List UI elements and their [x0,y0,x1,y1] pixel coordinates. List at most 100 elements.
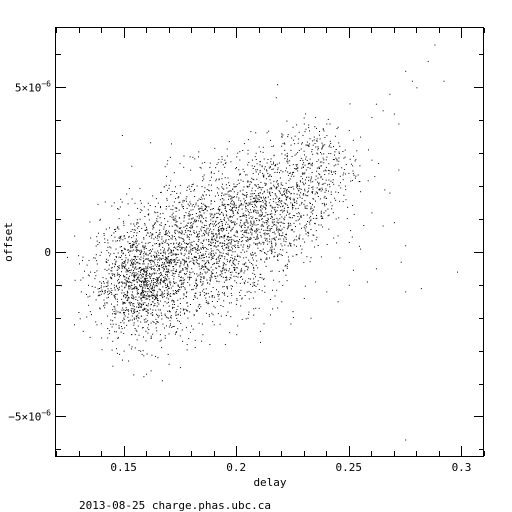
data-point [144,245,146,247]
data-point [173,281,175,283]
data-point [179,242,181,244]
data-point [114,264,116,266]
data-point [176,293,178,294]
data-point [153,227,155,229]
data-point [190,227,192,229]
data-point [156,283,158,284]
data-point [160,206,161,207]
data-point [128,282,130,283]
data-point [225,210,227,212]
data-point [281,200,283,202]
data-point [183,215,185,217]
data-point [178,289,179,291]
data-point [286,120,288,122]
data-point [252,198,254,199]
data-point [130,250,131,252]
data-point [188,237,190,239]
data-point [257,184,259,186]
data-point [240,225,242,227]
data-point [123,322,125,324]
data-point [146,373,148,375]
data-point [338,160,340,162]
data-point [228,232,230,234]
data-point [290,175,292,177]
data-point [168,293,170,295]
data-point [88,304,90,306]
data-point [107,294,109,295]
data-point [165,232,166,234]
data-point [251,190,253,192]
data-point [288,261,290,263]
data-point [224,277,226,278]
data-point [125,284,127,286]
data-point [118,325,120,327]
data-point [288,213,290,215]
data-point [297,167,299,169]
data-point [229,190,231,192]
data-point [173,220,175,221]
data-point [274,193,276,195]
data-point [199,210,201,212]
data-point [323,212,325,214]
data-point [211,233,213,235]
data-point [278,162,280,164]
data-point [271,238,273,240]
data-point [181,204,183,206]
data-point [266,233,268,235]
data-point [286,197,288,199]
data-point [304,205,306,207]
data-point [176,207,178,209]
data-point [240,276,242,277]
data-point [129,285,131,287]
data-point [197,262,198,264]
data-point [154,251,156,253]
data-point [191,268,193,270]
data-point [297,142,299,144]
data-point [189,188,191,190]
data-point [124,282,126,284]
data-point [153,287,155,289]
data-point [203,191,205,193]
data-point [237,246,239,248]
data-point [317,181,318,183]
data-point [215,225,216,227]
data-point [188,276,190,278]
data-point [194,295,196,296]
data-point [157,279,159,281]
data-point [188,205,190,207]
data-point [128,286,130,288]
data-point [229,216,231,218]
data-point [224,206,226,208]
data-point [398,123,400,125]
data-point [130,348,132,350]
data-point [228,302,230,304]
data-point [238,206,240,208]
data-point [135,329,137,331]
data-point [155,206,156,208]
data-point [206,279,208,281]
data-point [175,237,176,239]
data-point [285,234,287,235]
data-point [239,159,241,161]
data-point [360,191,362,193]
data-point [210,271,212,273]
data-point [211,272,213,274]
data-point [161,238,163,240]
data-point [317,147,319,149]
data-point [211,184,212,186]
data-point [166,258,168,260]
data-point [307,167,309,168]
data-point [265,208,267,210]
data-point [285,274,287,276]
data-point [254,201,255,202]
data-point [199,211,201,213]
data-point [271,215,272,217]
data-point [160,279,161,281]
data-point [137,320,139,322]
data-point [269,238,271,240]
data-point [195,278,197,280]
data-point [114,298,116,300]
data-point [296,213,298,215]
plot-frame [55,27,484,457]
data-point [243,224,245,226]
